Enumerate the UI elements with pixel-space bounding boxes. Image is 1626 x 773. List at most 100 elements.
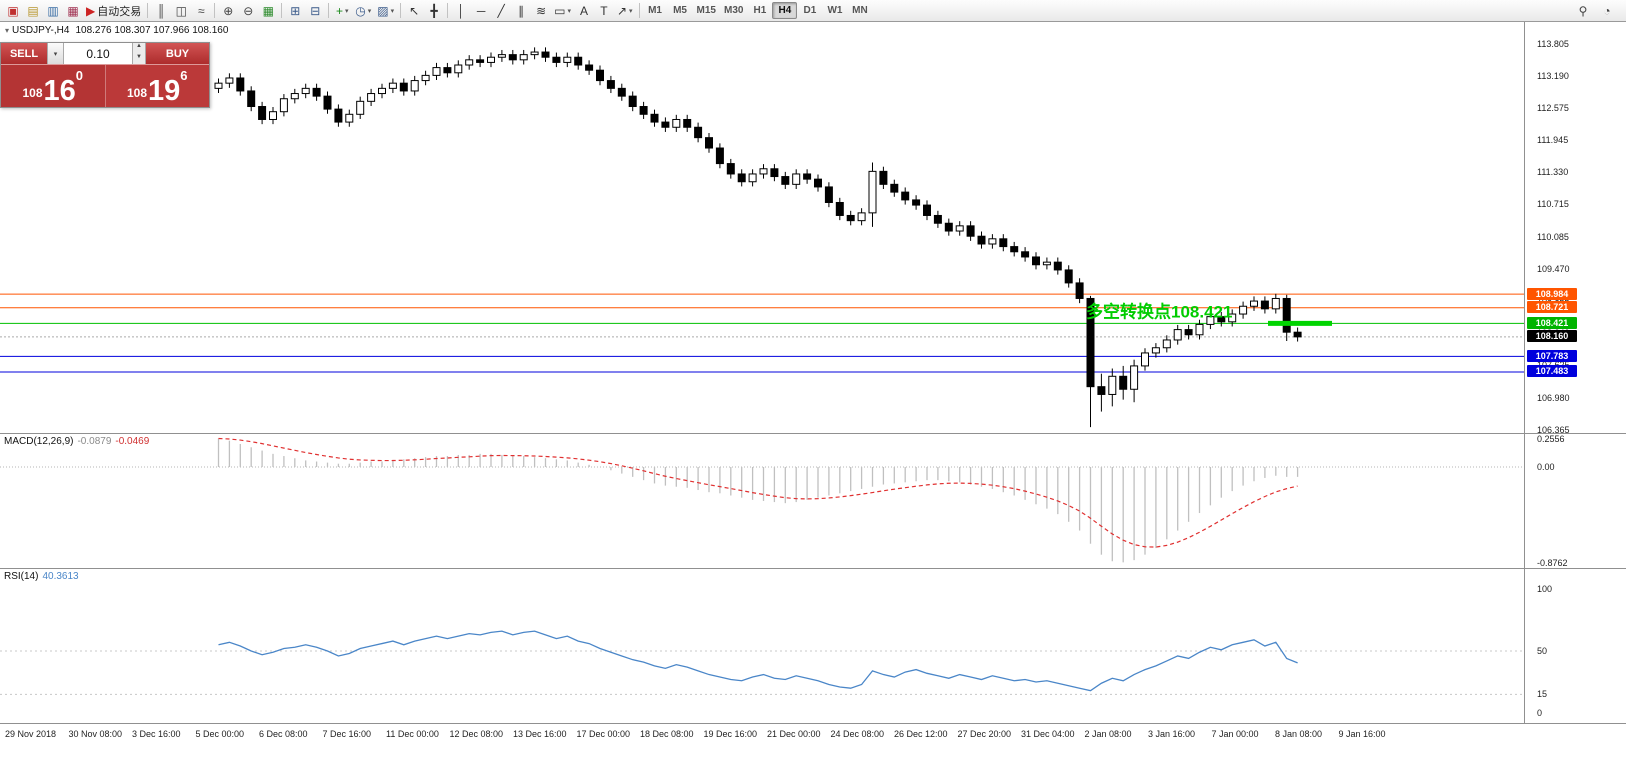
templates-icon[interactable]: ▨ ▾ xyxy=(374,2,397,20)
tf-button-M15[interactable]: M15 xyxy=(693,2,720,19)
terminal-icon[interactable]: ▦ xyxy=(63,2,83,20)
line-chart-icon: ≈ xyxy=(197,3,205,18)
candle-body xyxy=(497,54,506,58)
time-axis[interactable]: 29 Nov 2018 30 Nov 08:00 3 Dec 16:00 5 Dec … xyxy=(0,723,1626,750)
macd-indicator-name: MACD(12,26,9) xyxy=(4,436,74,447)
autotrading-label: 自动交易 xyxy=(97,5,142,18)
chart-shift-icon[interactable]: ⊟ xyxy=(305,2,325,20)
buy-price-main: 108 xyxy=(126,86,148,100)
tf-button-M1[interactable]: M1 xyxy=(643,2,668,19)
dropdown-caret-icon: ▾ xyxy=(344,7,349,15)
indicators-icon[interactable]: + ▾ xyxy=(332,2,352,20)
toolbar-buttons: ▣ ▤ ▥ ▦ ▶ 自动交易 ║ ◫ ≈ ⊕ ⊖ ▦ ⊞ ⊟ + ▾ ◷ ▾ ▨ ▾ ↖ ╋ │ ─ ╱ ∥ ≋ ▭ ▾ A T ↗ ▾ xyxy=(3,2,643,20)
annotation-text[interactable]: 多空转换点108.421 xyxy=(1086,301,1232,321)
chart-ohlc-values: 108.276 108.307 107.966 108.160 xyxy=(75,25,229,36)
macd-chart[interactable] xyxy=(0,434,1524,568)
notifications-icon[interactable]: ◔ xyxy=(1597,2,1617,20)
tf-button-D1[interactable]: D1 xyxy=(797,2,822,19)
candle-body xyxy=(258,106,267,120)
price-tick: 106.980 xyxy=(1537,393,1570,404)
candle-body xyxy=(1141,352,1149,367)
candle-body xyxy=(236,77,245,92)
candle-body xyxy=(585,64,594,71)
crosshair-icon[interactable]: ╋ xyxy=(424,2,444,20)
autotrading-button[interactable]: ▶ 自动交易 xyxy=(83,2,144,20)
zoom-out-icon[interactable]: ⊖ xyxy=(238,2,258,20)
date-label: 11 Dec 00:00 xyxy=(386,729,439,739)
sell-price-pips: 16 xyxy=(43,75,76,107)
candle-body xyxy=(378,87,386,95)
sell-button[interactable]: SELL xyxy=(1,43,47,64)
date-label: 7 Jan 00:00 xyxy=(1211,729,1259,739)
price-scale[interactable]: 113.805 113.190 112.575 111.945 111.330 110.7… xyxy=(1524,22,1626,435)
spinner-down-icon[interactable]: ▼ xyxy=(136,53,142,60)
candle-body xyxy=(923,204,931,216)
text-icon[interactable]: A xyxy=(574,2,594,20)
cursor-icon[interactable]: ↖ xyxy=(404,2,424,20)
candle-body xyxy=(269,111,277,120)
trendline-icon[interactable]: ╱ xyxy=(491,2,511,20)
date-label: 18 Dec 08:00 xyxy=(640,729,694,739)
candles-group xyxy=(214,47,1302,428)
auto-scroll-icon[interactable]: ⊞ xyxy=(285,2,305,20)
bar-chart-icon[interactable]: ║ xyxy=(151,2,171,20)
new-order-icon[interactable]: ▣ xyxy=(3,2,23,20)
line-chart-icon[interactable]: ≈ xyxy=(191,2,211,20)
candlestick-chart[interactable]: 多空转换点108.421 xyxy=(0,22,1524,433)
trade-options-dropdown[interactable]: ▾ xyxy=(47,43,64,64)
candle-body xyxy=(966,225,975,237)
search-icon[interactable]: ⚲ xyxy=(1573,2,1593,20)
candle-body xyxy=(443,67,452,74)
sell-price-display[interactable]: 108 16 0 xyxy=(1,65,106,107)
candle-body xyxy=(1217,316,1226,323)
lot-spinner[interactable]: ▲ ▼ xyxy=(132,43,146,64)
crosshair-icon: ╋ xyxy=(430,3,438,18)
navigator-icon[interactable]: ▥ xyxy=(43,2,63,20)
horizontal-line-icon[interactable]: ─ xyxy=(471,2,491,20)
rsi-panel: RSI(14) 40.3613 100 50 15 0 xyxy=(0,568,1626,723)
candle-body xyxy=(552,56,561,63)
buy-price-display[interactable]: 108 19 6 xyxy=(105,65,209,107)
tf-button-H4[interactable]: H4 xyxy=(772,2,798,19)
tf-button-M30[interactable]: M30 xyxy=(720,2,747,19)
tf-button-MN[interactable]: MN xyxy=(847,2,872,19)
buy-button[interactable]: BUY xyxy=(146,43,209,64)
candle-body xyxy=(279,98,288,113)
price-badge: 108.160 xyxy=(1527,330,1577,343)
candle-body xyxy=(1228,313,1237,323)
price-badge: 108.984 xyxy=(1527,287,1577,300)
candle-body xyxy=(988,238,997,245)
toolbar: ▣ ▤ ▥ ▦ ▶ 自动交易 ║ ◫ ≈ ⊕ ⊖ ▦ ⊞ ⊟ + ▾ ◷ ▾ ▨ ▾ ↖ ╋ │ ─ ╱ ∥ ≋ ▭ ▾ A T ↗ ▾ M1 M… xyxy=(0,0,1626,22)
tf-button-H1[interactable]: H1 xyxy=(747,2,772,19)
tf-button-M5[interactable]: M5 xyxy=(668,2,693,19)
lot-size-input[interactable] xyxy=(64,43,132,64)
fibonacci-icon[interactable]: ≋ xyxy=(531,2,551,20)
vertical-line-icon: │ xyxy=(457,3,465,18)
tile-windows-icon[interactable]: ▦ xyxy=(258,2,278,20)
price-badge: 107.783 xyxy=(1527,349,1577,362)
periods-icon[interactable]: ◷ ▾ xyxy=(352,2,374,20)
text-icon: A xyxy=(579,3,588,18)
tf-button-W1[interactable]: W1 xyxy=(822,2,847,19)
zoom-in-icon[interactable]: ⊕ xyxy=(218,2,238,20)
equidistant-channel-icon[interactable]: ∥ xyxy=(511,2,531,20)
rsi-chart[interactable] xyxy=(0,569,1524,723)
price-tick: 111.945 xyxy=(1537,135,1569,146)
arrows-icon[interactable]: ↗ ▾ xyxy=(614,2,636,20)
text-label-icon[interactable]: T xyxy=(594,2,614,20)
chart-menu-icon[interactable]: ▾ xyxy=(5,26,10,35)
candle-body xyxy=(1195,323,1204,336)
candle-body xyxy=(1250,300,1258,307)
candle-body xyxy=(530,51,539,56)
vertical-line-icon[interactable]: │ xyxy=(451,2,471,20)
candle-body xyxy=(835,201,844,216)
shapes-icon[interactable]: ▭ ▾ xyxy=(551,2,574,20)
market-watch-icon[interactable]: ▤ xyxy=(23,2,43,20)
dropdown-caret-icon: ▾ xyxy=(567,7,571,15)
spinner-up-icon[interactable]: ▲ xyxy=(136,43,142,49)
candlestick-chart-icon[interactable]: ◫ xyxy=(171,2,191,20)
macd-scale[interactable]: 0.2556 0.00 -0.8762 xyxy=(1524,434,1626,568)
rsi-indicator-name: RSI(14) xyxy=(4,571,39,582)
rsi-scale[interactable]: 100 50 15 0 xyxy=(1524,569,1626,723)
